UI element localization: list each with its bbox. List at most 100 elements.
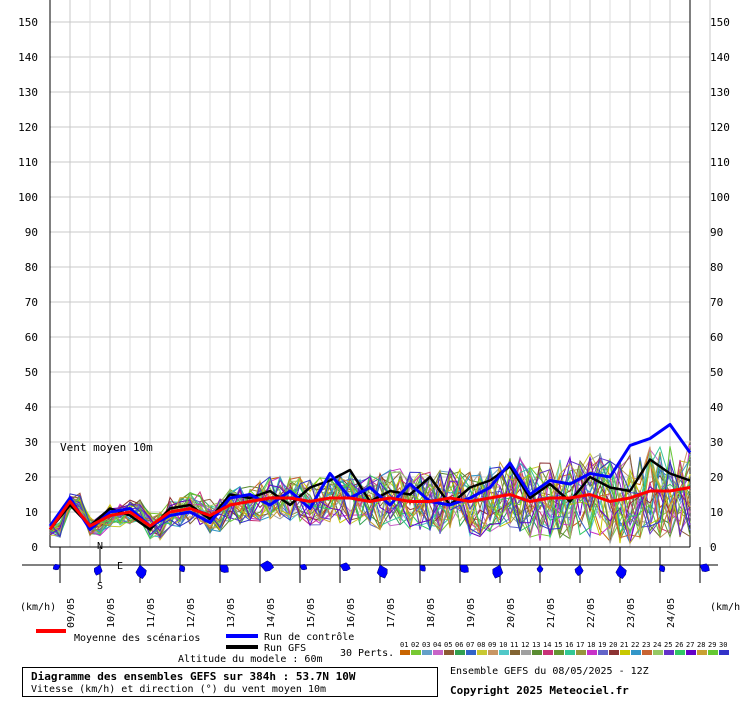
legend-gfs-label: Run GFS bbox=[264, 643, 306, 654]
date-label: 14/05 bbox=[266, 598, 277, 628]
y-tick-right: 0 bbox=[710, 541, 717, 554]
pert-swatch bbox=[466, 650, 476, 655]
main-series bbox=[48, 423, 692, 531]
pert-label: 23 bbox=[642, 641, 650, 649]
pert-label: 10 bbox=[499, 641, 507, 649]
pert-swatch bbox=[411, 650, 421, 655]
y-tick-right: 120 bbox=[710, 121, 730, 134]
pert-label: 26 bbox=[675, 641, 683, 649]
unit-label-left: (km/h) bbox=[20, 602, 56, 613]
date-label: 22/05 bbox=[586, 598, 597, 628]
rose-petal bbox=[699, 563, 710, 572]
date-label: 11/05 bbox=[146, 598, 157, 628]
y-tick-right: 50 bbox=[710, 366, 723, 379]
pert-label: 28 bbox=[697, 641, 705, 649]
wind-rose bbox=[122, 547, 158, 583]
pert-label: 25 bbox=[664, 641, 672, 649]
wind-rose bbox=[322, 547, 358, 583]
pert-swatch bbox=[631, 650, 641, 655]
wind-rose bbox=[522, 547, 558, 583]
pert-label: 15 bbox=[554, 641, 562, 649]
rose-petal bbox=[219, 564, 229, 573]
pert-label: 05 bbox=[444, 641, 452, 649]
rose-petal bbox=[574, 564, 584, 577]
pert-swatch bbox=[620, 650, 630, 655]
compass-n: N bbox=[97, 541, 103, 552]
mean-line bbox=[48, 486, 691, 531]
wind-rose bbox=[562, 547, 598, 583]
rose-petal bbox=[52, 563, 61, 571]
date-label: 10/05 bbox=[106, 598, 117, 628]
wind-roses: N S E bbox=[22, 541, 718, 592]
y-tick-left: 120 bbox=[18, 121, 38, 134]
pert-swatch bbox=[400, 650, 410, 655]
pert-label: 13 bbox=[532, 641, 540, 649]
ensemble-run-label: Ensemble GEFS du 08/05/2025 - 12Z bbox=[450, 666, 649, 677]
rose-petal bbox=[492, 564, 504, 579]
wind-rose bbox=[242, 547, 278, 583]
y-tick-left: 10 bbox=[25, 506, 38, 519]
pert-swatch bbox=[521, 650, 531, 655]
y-tick-right: 10 bbox=[710, 506, 723, 519]
rose-petal bbox=[376, 564, 388, 579]
rose-petal bbox=[259, 560, 275, 572]
y-tick-right: 70 bbox=[710, 296, 723, 309]
pert-label: 20 bbox=[609, 641, 617, 649]
pert-label: 19 bbox=[598, 641, 606, 649]
pert-swatch bbox=[598, 650, 608, 655]
wind-rose bbox=[362, 547, 398, 583]
rose-petal bbox=[536, 564, 544, 574]
date-label: 17/05 bbox=[386, 598, 397, 628]
pert-swatch bbox=[433, 650, 443, 655]
pert-label: 02 bbox=[411, 641, 419, 649]
footer-subtitle: Vitesse (km/h) et direction (°) du vent … bbox=[31, 684, 327, 695]
pert-label: 16 bbox=[565, 641, 573, 649]
date-label: 15/05 bbox=[306, 598, 317, 628]
y-tick-left: 150 bbox=[18, 16, 38, 29]
grid bbox=[49, 0, 711, 548]
y-tick-left: 90 bbox=[25, 226, 38, 239]
date-label: 23/05 bbox=[626, 598, 637, 628]
perturbation-legend: 01 02 03 04 05 06 07 08 09 10 11 12 13 14 15 16 17 18 19 20… bbox=[400, 641, 729, 655]
y-tick-left: 130 bbox=[18, 86, 38, 99]
y-tick-left: 30 bbox=[25, 436, 38, 449]
y-tick-right: 30 bbox=[710, 436, 723, 449]
pert-label: 09 bbox=[488, 641, 496, 649]
date-label: 09/05 bbox=[66, 598, 77, 628]
compass-e: E bbox=[117, 561, 123, 572]
wind-rose bbox=[442, 547, 478, 583]
pert-swatch bbox=[697, 650, 707, 655]
wind-rose bbox=[682, 547, 718, 583]
perturbation-line bbox=[49, 453, 691, 543]
y-tick-right: 40 bbox=[710, 401, 723, 414]
y-tick-right: 100 bbox=[710, 191, 730, 204]
pert-swatch bbox=[587, 650, 597, 655]
pert-label: 11 bbox=[510, 641, 518, 649]
pert-swatch bbox=[686, 650, 696, 655]
pert-swatch bbox=[719, 650, 729, 655]
wind-rose bbox=[282, 547, 318, 583]
rose-petal bbox=[299, 563, 308, 571]
date-label: 12/05 bbox=[186, 598, 197, 628]
pert-label: 29 bbox=[708, 641, 716, 649]
y-tick-right: 90 bbox=[710, 226, 723, 239]
y-tick-left: 40 bbox=[25, 401, 38, 414]
pert-swatch bbox=[708, 650, 718, 655]
wind-rose bbox=[402, 547, 438, 583]
wind-rose bbox=[482, 547, 518, 583]
pert-swatch bbox=[664, 650, 674, 655]
wind-rose bbox=[642, 547, 678, 583]
pert-swatch bbox=[543, 650, 553, 655]
date-label: 24/05 bbox=[666, 598, 677, 628]
pert-label: 22 bbox=[631, 641, 639, 649]
date-label: 20/05 bbox=[506, 598, 517, 628]
pert-label: 12 bbox=[521, 641, 529, 649]
date-label: 13/05 bbox=[226, 598, 237, 628]
legend: Vent moyen 10m (km/h) (km/h) Moyenne des… bbox=[20, 441, 740, 659]
rose-petal bbox=[94, 564, 103, 576]
date-label: 19/05 bbox=[466, 598, 477, 628]
legend-mean-label: Moyenne des scénarios bbox=[74, 632, 200, 644]
footer-title: Diagramme des ensembles GEFS sur 384h : … bbox=[31, 670, 356, 683]
pert-label: 21 bbox=[620, 641, 628, 649]
